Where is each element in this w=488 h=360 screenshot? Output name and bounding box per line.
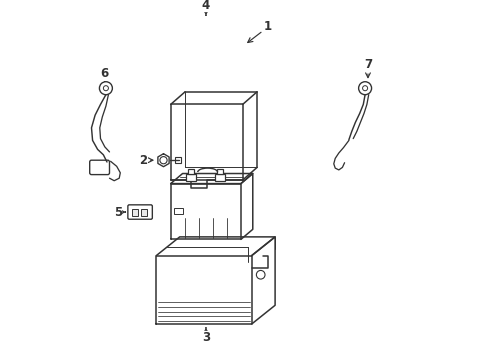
Text: 4: 4 (202, 0, 210, 15)
Bar (141, 209, 146, 216)
Text: 5: 5 (113, 206, 125, 219)
Bar (174, 208, 183, 214)
Circle shape (99, 82, 112, 95)
Circle shape (256, 270, 264, 279)
FancyBboxPatch shape (89, 160, 109, 175)
Bar (186, 174, 195, 181)
Circle shape (160, 157, 167, 164)
Bar (217, 169, 223, 174)
Circle shape (358, 82, 371, 95)
Text: 3: 3 (202, 328, 210, 344)
Bar (175, 157, 181, 163)
Bar (132, 209, 138, 216)
Text: 2: 2 (139, 154, 153, 167)
FancyBboxPatch shape (127, 205, 152, 219)
Text: 7: 7 (363, 58, 371, 78)
Bar (187, 169, 193, 174)
Circle shape (103, 86, 108, 91)
Bar (215, 174, 224, 181)
Text: 1: 1 (247, 21, 271, 42)
Circle shape (362, 86, 367, 91)
Text: 6: 6 (101, 67, 109, 81)
